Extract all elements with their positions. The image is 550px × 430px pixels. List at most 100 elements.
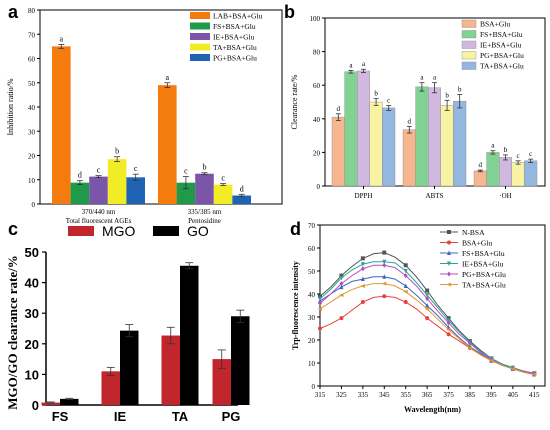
panel-a-category-label: Total fluorescent AGEs xyxy=(66,217,132,225)
panel-b-significance-letter: d xyxy=(337,105,341,113)
panel-a-significance-letter: d xyxy=(240,184,244,193)
panel-a-bar xyxy=(158,85,177,204)
panel-d-xtick-label: 315 xyxy=(315,391,326,399)
panel-d-ytick-label: 60 xyxy=(308,245,316,253)
panel-d-xtick-label: 385 xyxy=(465,391,476,399)
panel-a-legend-swatch xyxy=(190,43,210,51)
panel-a-legend-swatch xyxy=(190,22,210,30)
panel-c-legend-swatch xyxy=(68,226,94,236)
panel-a-legend-label: FS+BSA+Glu xyxy=(213,22,256,31)
panel-c-category-label: PG xyxy=(222,409,241,424)
panel-c-legend-label: MGO xyxy=(102,223,136,239)
panel-c-legend-swatch xyxy=(153,226,179,236)
panel-c-category-label: FS xyxy=(52,409,69,424)
panel-d-marker xyxy=(403,300,408,305)
panel-c-ytick-label: 20 xyxy=(25,337,39,352)
panel-b-category-label: DPPH xyxy=(355,192,373,200)
panel-b-bar xyxy=(369,101,383,187)
panel-a-ytick-label: 80 xyxy=(28,7,36,15)
panel-d-xtick-label: 415 xyxy=(529,391,540,399)
panel-a-legend-swatch xyxy=(190,33,210,40)
panel-d-marker xyxy=(339,273,344,278)
panel-a-legend-label: IE+BSA+Glu xyxy=(213,33,255,42)
panel-d-ytick-label: 50 xyxy=(308,268,316,276)
panel-d-marker xyxy=(446,320,451,326)
panel-d-xtick-label: 405 xyxy=(508,391,519,399)
panel-b-significance-letter: c xyxy=(387,96,390,104)
panel-a-bar xyxy=(232,195,251,204)
panel-d-marker xyxy=(382,250,387,255)
panel-b-category-label: ·OH xyxy=(499,192,511,200)
panel-b-significance-letter: c xyxy=(529,150,532,158)
panel-c-bar xyxy=(231,316,250,405)
panel-d-marker xyxy=(339,281,344,287)
panel-d-marker xyxy=(382,274,387,279)
panel-b-bar xyxy=(511,162,525,187)
panel-d-marker xyxy=(425,288,430,293)
panel-b-legend-swatch xyxy=(461,30,477,39)
panel-d-marker xyxy=(425,293,430,298)
panel-c-bar xyxy=(60,398,79,405)
panel-d-marker xyxy=(360,266,365,272)
panel-d-legend-label: TA+BSA+Glu xyxy=(462,281,506,290)
panel-d-marker xyxy=(317,306,322,311)
panel-d-marker xyxy=(425,296,430,302)
panel-a-category-label: 370/440 nm xyxy=(82,208,116,216)
panel-d-marker xyxy=(403,289,408,294)
panel-a-legend-swatch xyxy=(190,54,210,61)
panel-b-bar xyxy=(524,160,538,187)
panel-d-legend-label: IE+BSA+Glu xyxy=(462,260,504,269)
panel-d-marker xyxy=(338,293,344,298)
panel-a-legend-label: PG+BSA+Glu xyxy=(213,54,257,63)
panel-a-ytick-label: 70 xyxy=(28,31,36,39)
panel-b-ylabel: Clearance rate/% xyxy=(290,74,299,129)
panel-c-bar xyxy=(180,265,199,405)
panel-d-marker xyxy=(318,300,322,306)
panel-d-marker xyxy=(447,271,451,277)
panel-a-bar xyxy=(176,182,196,204)
panel-d-marker xyxy=(381,281,387,286)
panel-label-a: a xyxy=(8,2,19,22)
panel-b-legend-swatch xyxy=(461,51,477,60)
panel-d-xtick-label: 325 xyxy=(336,391,347,399)
panel-c-ytick-label: 40 xyxy=(25,276,39,291)
panel-a-significance-letter: b xyxy=(115,147,119,156)
panel-a-legend-label: LAB+BSA+Glu xyxy=(213,12,263,21)
panel-a-bar xyxy=(70,182,90,204)
panel-a-category-label: Pentosidine xyxy=(188,217,221,225)
panel-d-marker xyxy=(318,326,322,331)
panel-d-marker xyxy=(446,327,451,332)
panel-b-bar xyxy=(499,157,513,187)
panel-c-ytick-label: 30 xyxy=(25,306,39,321)
panel-a-significance-letter: b xyxy=(203,163,207,172)
panel-a-bar xyxy=(213,184,233,204)
panel-a-chart: 0 10 20 30 40 50 60 70 80 Inhibition ratio/% a d c b c… xyxy=(6,7,283,225)
panel-label-b: b xyxy=(284,2,295,22)
panel-d-marker xyxy=(447,261,451,266)
panel-c-bar xyxy=(161,335,180,405)
panel-d-marker xyxy=(446,332,451,337)
panel-d-marker xyxy=(403,269,408,274)
panel-b-significance-letter: b xyxy=(458,85,462,93)
panel-d-marker xyxy=(447,240,451,245)
panel-a-legend-swatch xyxy=(190,12,210,19)
panel-d-marker xyxy=(425,303,430,308)
panel-d-marker xyxy=(425,316,430,321)
panel-a-ytick-label: 0 xyxy=(32,201,36,209)
panel-b-significance-letter: a xyxy=(362,60,366,68)
panel-c-ytick-label: 50 xyxy=(25,245,39,260)
panel-b-bar xyxy=(402,129,416,187)
panel-d-marker xyxy=(403,263,408,268)
panel-d-chart: 0 10 20 30 40 50 60 70 Trp-fluorescence intensit… xyxy=(291,222,546,414)
panel-a-ylabel: Inhibition ratio/% xyxy=(6,78,15,135)
panel-b-bar xyxy=(357,70,371,187)
panel-d-xtick-label: 355 xyxy=(400,391,411,399)
panel-b-significance-letter: b xyxy=(374,90,378,98)
panel-a-ytick-label: 20 xyxy=(28,153,36,161)
panel-c-ylabel: MGO/GO clearance rate/% xyxy=(5,255,20,410)
panel-b-ytick-label: 100 xyxy=(310,15,321,23)
panel-b-bar xyxy=(331,116,345,187)
panel-a-significance-letter: c xyxy=(134,164,138,173)
panel-b-bar xyxy=(473,170,487,187)
panel-a-ytick-label: 30 xyxy=(28,128,36,136)
